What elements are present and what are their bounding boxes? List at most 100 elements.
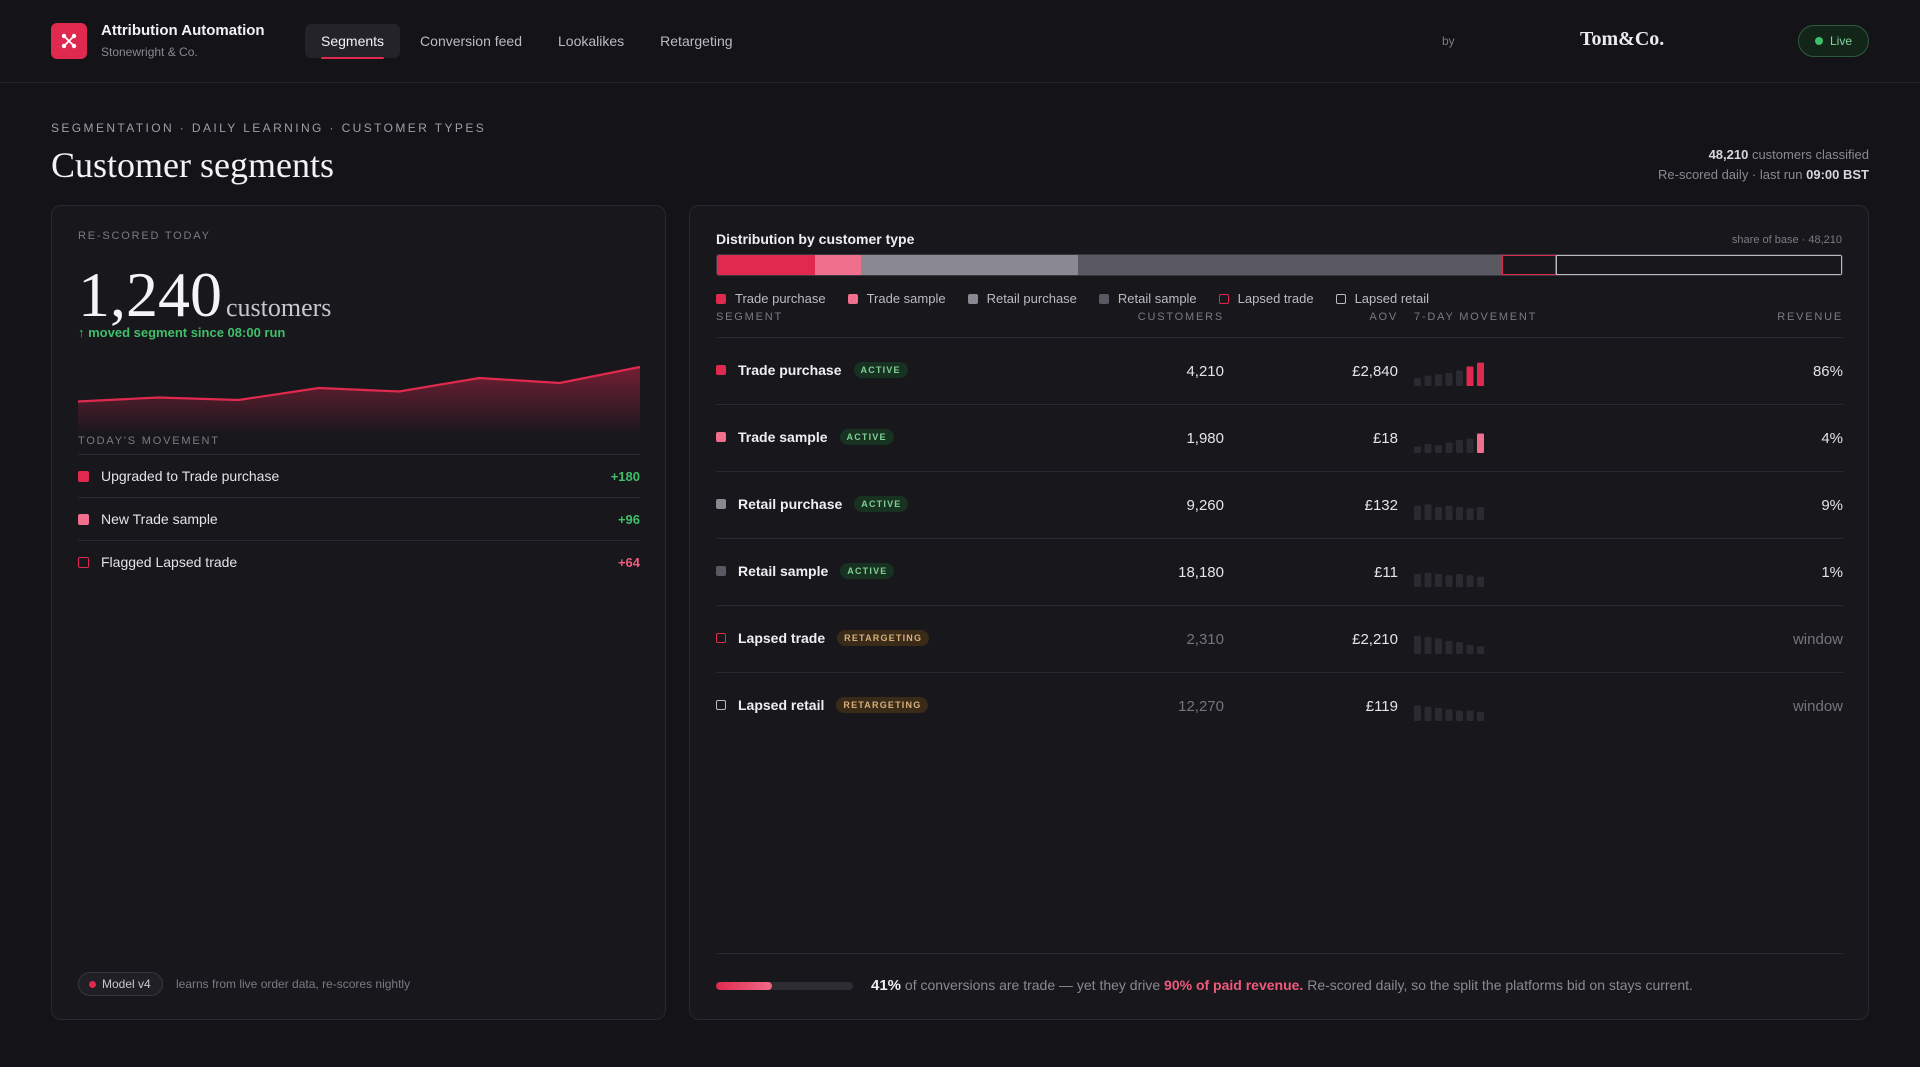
summary-pct: 41% (871, 977, 902, 994)
aov-cell: £11 (1374, 564, 1398, 581)
customers-cell: 18,180 (1178, 564, 1224, 581)
movement-bar (1456, 710, 1463, 721)
by-label: by (1442, 34, 1455, 48)
segment-status-badge: ACTIVE (853, 362, 908, 378)
movement-bar (1456, 507, 1463, 520)
legend-item: Trade purchase (716, 291, 826, 306)
legend-item: Trade sample (847, 291, 946, 306)
movement-bar (1466, 438, 1474, 453)
movement-bar (1445, 373, 1453, 386)
customers-cell: 9,260 (1186, 497, 1224, 514)
distribution-segment[interactable] (1077, 255, 1502, 275)
summary-footer: 41% of conversions are trade — yet they … (716, 953, 1843, 1001)
movement-bar (1435, 574, 1442, 587)
tab-retargeting[interactable]: Retargeting (660, 33, 733, 49)
live-status-badge[interactable]: Live (1798, 25, 1869, 57)
live-dot-icon (1814, 37, 1823, 45)
legend-swatch-icon (1335, 293, 1346, 304)
header-revenue: REVENUE (1777, 311, 1843, 323)
distribution-segment[interactable] (717, 255, 816, 275)
top-bar: Attribution Automation Stonewright & Co.… (0, 0, 1920, 83)
model-label: Model v4 (102, 977, 151, 991)
table-row[interactable]: Retail sample ACTIVE 18,180 £11 1% (716, 538, 1843, 605)
table-row[interactable]: Lapsed retail RETARGETING 12,270 £119 window (716, 672, 1843, 739)
legend-swatch-icon (847, 293, 858, 304)
distribution-legend: Trade purchase Trade sample Retail purchas… (716, 291, 1429, 306)
segment-swatch-icon (716, 633, 726, 643)
aov-cell: £2,840 (1352, 363, 1398, 380)
movement-bar (1414, 378, 1421, 386)
movement-bar (1445, 641, 1453, 654)
segment-name: Trade sample (738, 429, 828, 445)
movement-bar (1424, 572, 1432, 587)
movement-bars (1414, 626, 1494, 654)
table-row[interactable]: Trade purchase ACTIVE 4,210 £2,840 86% (716, 337, 1843, 404)
movement-value: +64 (617, 554, 640, 570)
movement-bars (1414, 559, 1494, 587)
header-customers: CUSTOMERS (1137, 311, 1224, 323)
tab-conversion-feed[interactable]: Conversion feed (420, 33, 522, 49)
app-logo-icon[interactable] (51, 23, 87, 59)
legend-label: Retail sample (1117, 291, 1197, 306)
movement-value: +180 (610, 468, 640, 484)
distribution-segment[interactable] (1501, 255, 1556, 275)
table-row[interactable]: Retail purchase ACTIVE 9,260 £132 9% (716, 471, 1843, 538)
revenue-cell: 4% (1821, 430, 1843, 447)
movement-bar (1424, 443, 1432, 453)
segment-name-cell: Retail sample ACTIVE (716, 563, 895, 579)
tab-lookalikes[interactable]: Lookalikes (558, 33, 625, 49)
legend-swatch-icon (1098, 293, 1109, 304)
segment-status-badge: ACTIVE (839, 429, 894, 445)
legend-label: Lapsed retail (1354, 291, 1430, 306)
segment-swatch-icon (716, 365, 726, 375)
table-row[interactable]: Trade sample ACTIVE 1,980 £18 4% (716, 404, 1843, 471)
customers-cell: 4,210 (1186, 363, 1224, 380)
table-row[interactable]: Lapsed trade RETARGETING 2,310 £2,210 window (716, 605, 1843, 672)
distribution-segment[interactable] (861, 255, 1078, 275)
movement-bar (1414, 574, 1421, 587)
movement-bar (1424, 706, 1432, 721)
movement-bar (1477, 576, 1484, 587)
revenue-cell: 9% (1821, 497, 1843, 514)
movement-bar (1424, 637, 1432, 654)
header-aov: AOV (1369, 311, 1398, 323)
movement-item[interactable]: Flagged Lapsed trade +64 (78, 540, 640, 583)
aov-cell: £2,210 (1352, 631, 1398, 648)
movement-bar (1435, 507, 1442, 520)
movement-bars (1414, 693, 1494, 721)
customers-cell: 1,980 (1186, 430, 1224, 447)
movement-bar (1466, 575, 1474, 587)
movement-bar (1424, 375, 1432, 386)
movement-bar (1466, 644, 1474, 654)
segment-status-badge: ACTIVE (854, 496, 909, 512)
legend-swatch-icon (967, 293, 978, 304)
segment-name: Lapsed retail (738, 697, 825, 713)
distribution-segment[interactable] (1555, 255, 1842, 275)
legend-label: Lapsed trade (1237, 291, 1314, 306)
tab-segments[interactable]: Segments (305, 24, 401, 59)
classified-count: 48,210 (1708, 147, 1749, 162)
page-eyebrow: SEGMENTATION · DAILY LEARNING · CUSTOMER… (51, 121, 487, 135)
segment-table: Trade purchase ACTIVE 4,210 £2,840 86% Trade … (716, 337, 1843, 739)
movement-bar (1456, 370, 1463, 386)
revenue-cell: window (1792, 698, 1843, 715)
distribution-segment[interactable] (815, 255, 862, 275)
movement-bar (1435, 708, 1442, 721)
movement-bars (1414, 358, 1494, 386)
segment-name-cell: Lapsed trade RETARGETING (716, 630, 930, 646)
segment-name: Lapsed trade (738, 630, 826, 646)
movement-item[interactable]: Upgraded to Trade purchase +180 (78, 454, 640, 497)
segment-status-badge: RETARGETING (837, 630, 930, 646)
movement-item[interactable]: New Trade sample +96 (78, 497, 640, 540)
trade-share-progress-fill (716, 982, 773, 990)
segment-name-cell: Lapsed retail RETARGETING (716, 697, 929, 713)
model-badge[interactable]: Model v4 (78, 972, 163, 996)
header-movement: 7-DAY MOVEMENT (1414, 311, 1538, 323)
movement-bar (1414, 505, 1421, 520)
movement-bar (1466, 366, 1474, 386)
main-nav: Segments Conversion feed Lookalikes Reta… (305, 24, 749, 59)
movement-bar (1477, 711, 1484, 721)
page-meta: 48,210 customers classified Re-scored da… (1658, 145, 1869, 185)
rescored-label: Re-scored daily · last run (1658, 167, 1803, 182)
movement-swatch-icon (78, 513, 89, 525)
